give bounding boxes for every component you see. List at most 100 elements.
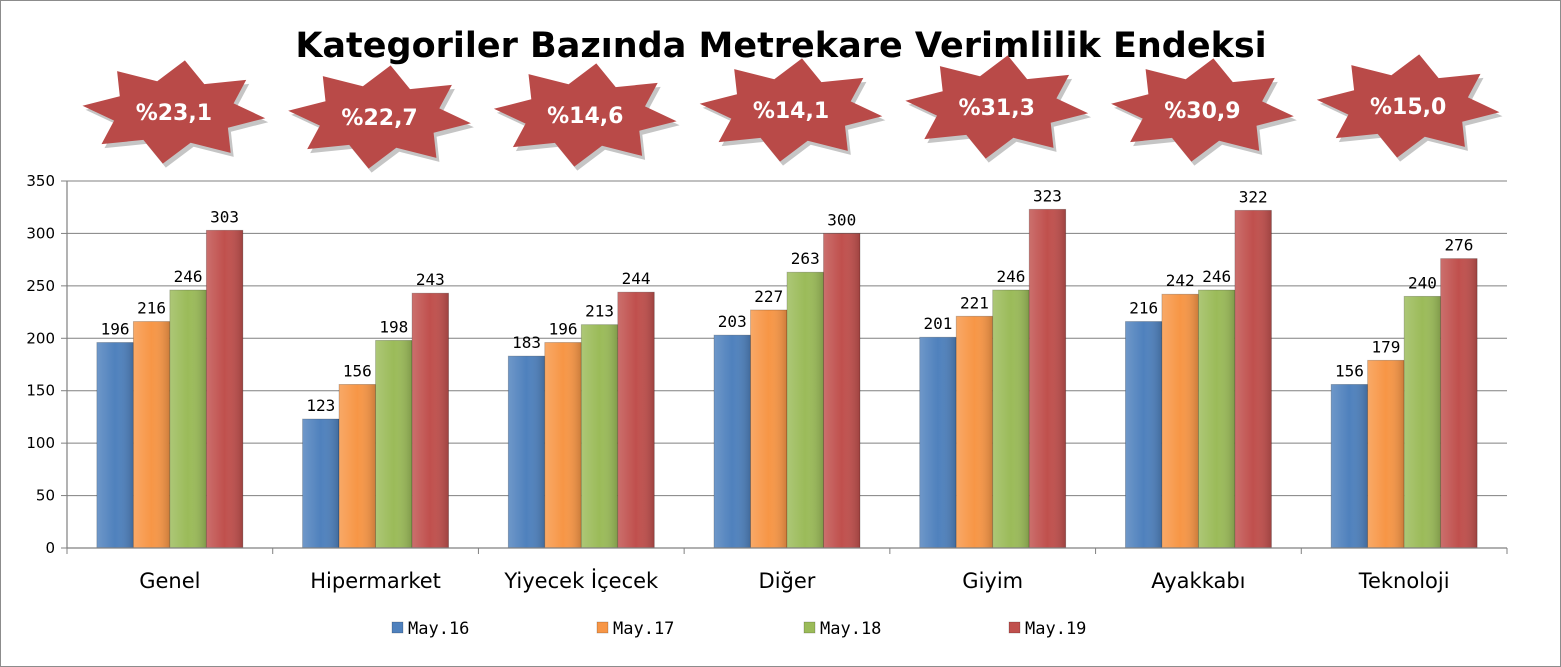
star-badge: %14,1 [699,58,886,166]
y-tick-label: 250 [26,277,55,295]
axes: 0 50 100 150 200 250 300 350 Genel Hipermarket Yiy… [26,172,1508,593]
bar-shading [339,384,376,548]
legend-item: May.18 [803,619,881,639]
bar-shading [1234,210,1272,549]
bar-shading [206,230,243,549]
category-label: Ayakkabı [1151,569,1245,593]
bar-shading [992,290,1030,548]
star-badge-shape [905,55,1089,159]
bar-shading [1331,384,1368,548]
data-label: 246 [997,267,1026,286]
bar-shading [750,309,787,548]
data-label: 227 [754,287,783,306]
legend-swatch [391,621,404,634]
star-badge-shape [699,58,883,162]
bar-shading [1029,209,1066,548]
star-badge: %22,7 [288,65,474,173]
star-badge-shape [1316,54,1500,158]
legend-item: May.16 [391,619,469,639]
bar-shading [508,356,545,548]
bar-shading [133,321,170,548]
data-label: 240 [1408,273,1437,292]
star-badge-shape [493,63,677,167]
data-label: 213 [585,302,614,321]
star-badge: %23,1 [82,60,269,168]
y-tick-label: 200 [26,329,55,347]
star-badge-label: %14,1 [753,99,829,124]
star-badge: %30,9 [1111,58,1297,166]
category-label: Diğer [759,569,816,593]
category-label: Giyim [962,569,1023,593]
bar-shading [1367,360,1405,548]
y-tick-label: 350 [26,172,55,190]
data-label: 244 [622,269,651,288]
data-label: 242 [1166,271,1195,290]
star-badge-label: %14,6 [547,104,623,129]
star-badge: %14,6 [493,63,680,171]
bar-shading [302,419,340,548]
legend-swatch [1008,621,1021,634]
y-tick-label: 0 [45,539,55,557]
y-tick-label: 50 [36,487,55,505]
legend-label: May.16 [408,619,469,639]
y-tick-label: 300 [26,224,55,242]
badges: %23,1 %22,7 %14,6 %14,1 %31,3 %30,9 %15,0 [82,54,1503,173]
bar-shading [787,272,824,548]
legend-label: May.18 [820,619,881,639]
data-label: 322 [1239,187,1268,206]
category-label: Yiyecek İçecek [503,568,659,593]
bar-shading [581,324,618,548]
data-labels: 196 216 246 303 123 156 198 243 183 196 213 244 203 2… [101,186,1474,415]
bar-shading [169,290,207,548]
bar-shading [544,342,582,548]
data-label: 276 [1444,236,1473,255]
data-label: 183 [512,333,541,352]
star-badge-label: %23,1 [136,101,212,126]
legend-label: May.17 [613,619,674,639]
data-label: 221 [960,293,989,312]
data-label: 300 [827,210,856,229]
data-label: 203 [718,312,747,331]
y-tick-label: 150 [26,382,55,400]
category-label: Hipermarket [310,569,441,593]
star-badge-label: %15,0 [1370,95,1446,120]
star-badge: %15,0 [1316,54,1503,162]
data-label: 196 [549,319,578,338]
bar-shading [1404,296,1441,548]
data-label: 198 [379,317,408,336]
bar-shading [1125,321,1162,548]
bar-shading [1161,294,1199,548]
star-badge-label: %31,3 [959,96,1035,121]
star-badge-shape [288,65,471,169]
data-label: 263 [791,249,820,268]
star-badge-label: %30,9 [1164,99,1240,124]
bar-shading [919,337,957,548]
bar-shading [823,233,860,548]
data-label: 156 [343,361,372,380]
bar-shading [1440,258,1478,548]
bar-shading [412,293,449,548]
category-label: Genel [139,569,200,593]
legend-label: May.19 [1025,619,1086,639]
data-label: 246 [1202,267,1231,286]
y-tick-label: 100 [26,434,55,452]
data-label: 303 [210,207,239,226]
star-badge: %31,3 [905,55,1092,163]
bar-shading [1198,290,1235,548]
legend-item: May.17 [596,619,674,639]
star-badge-label: %22,7 [341,106,417,131]
data-label: 243 [416,270,445,289]
chart-title: Kategoriler Bazında Metrekare Verimlilik… [295,26,1266,66]
star-badge-shape [82,60,266,164]
bar-shading [714,335,751,548]
data-label: 196 [101,319,130,338]
legend: May.16 May.17 May.18 May.19 [391,619,1086,639]
category-label: Teknoloji [1358,569,1450,593]
legend-item: May.19 [1008,619,1086,639]
star-badge-shape [1111,58,1294,162]
data-label: 123 [306,396,335,415]
bar-shading [375,340,413,548]
data-label: 179 [1371,337,1400,356]
data-label: 216 [1129,299,1158,318]
